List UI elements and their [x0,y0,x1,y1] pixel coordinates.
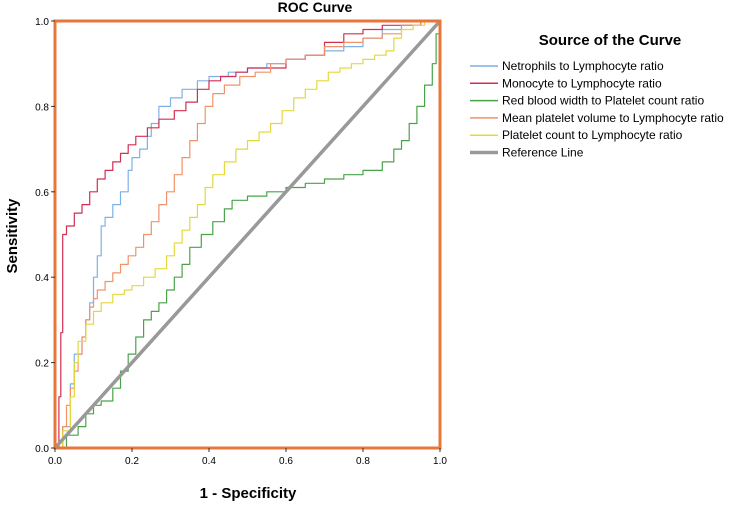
legend-title: Source of the Curve [539,32,682,49]
series-line-5 [53,19,442,450]
x-tick-label: 0.2 [125,456,139,467]
series-line-1 [55,20,440,449]
x-tick-label: 0.8 [356,456,370,467]
y-axis-label: Sensitivity [4,198,21,274]
axes: 0.0 0.2 0.4 0.6 0.8 1.0 0.0 0.2 0.4 0.6 0.8 1.0 [35,17,447,467]
y-tick-label: 0.6 [35,188,49,199]
x-axis-label: 1 - Specificity [200,485,297,502]
legend-label-5: Reference Line [502,146,584,160]
x-tick-label: 1.0 [433,456,447,467]
y-tick-label: 0.8 [35,102,49,113]
x-tick-label: 0.6 [279,456,293,467]
legend-label-3: Mean platelet volume to Lymphocyte ratio [502,111,724,125]
x-tick-label: 0.4 [202,456,216,467]
x-tick-label: 0.0 [48,456,62,467]
legend-label-2: Red blood width to Platelet count ratio [502,94,704,108]
chart-title: ROC Curve [278,0,353,15]
plot-frame [53,19,442,450]
y-tick-label: 1.0 [35,17,49,28]
legend: Netrophils to Lymphocyte ratio Monocyte t… [470,59,724,160]
legend-label-0: Netrophils to Lymphocyte ratio [502,59,664,73]
legend-label-1: Monocyte to Lymphocyte ratio [502,76,662,90]
y-tick-label: 0.0 [35,444,49,455]
plot-area [53,19,442,450]
series-line-2 [55,21,441,449]
legend-label-4: Platelet count to Lymphocyte ratio [502,128,683,142]
y-tick-label: 0.4 [35,273,49,284]
y-tick-label: 0.2 [35,359,49,370]
series-line-4 [55,20,440,449]
series-line-3 [55,20,440,449]
